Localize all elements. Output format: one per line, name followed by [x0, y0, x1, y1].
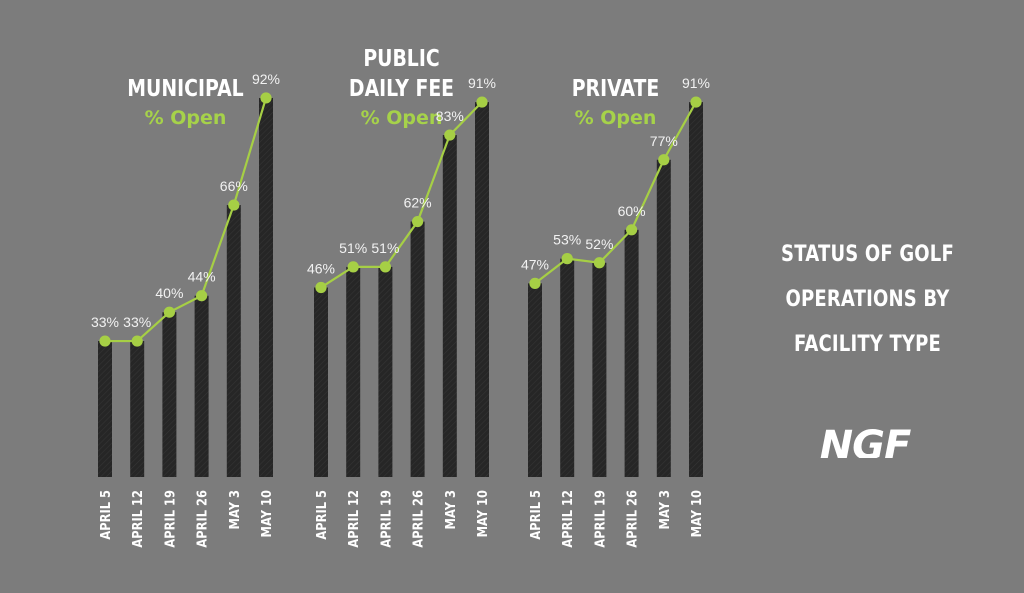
bar — [475, 102, 489, 477]
category-label: APRIL 19 — [377, 490, 393, 548]
panel-title-line: DAILY FEE — [349, 74, 454, 101]
data-point — [347, 261, 359, 273]
trend-line — [534, 101, 697, 285]
category-label: APRIL 26 — [624, 490, 640, 548]
headline: STATUS OF GOLF OPERATIONS BY FACILITY TY… — [775, 232, 960, 367]
bar — [162, 312, 177, 477]
ngf-logo-stripe — [812, 458, 924, 461]
data-label: 62% — [404, 195, 432, 211]
bar — [592, 262, 607, 477]
data-point — [379, 261, 391, 273]
headline-line-2: OPERATIONS BY — [785, 287, 950, 312]
category-label: MAY 10 — [258, 490, 274, 538]
data-label: 83% — [436, 108, 464, 124]
bar — [442, 135, 457, 478]
data-label: 53% — [553, 232, 581, 248]
ngf-logo: NGF — [806, 424, 924, 472]
panel-subtitle: % Open — [361, 107, 443, 129]
data-point — [228, 199, 240, 211]
panel-title-line: PRIVATE — [572, 74, 660, 101]
data-point — [529, 277, 541, 289]
chart-panel-3: PRIVATE % Open 47%53% 52% 60% 77% 91% APRIL 5 AP… — [521, 74, 710, 547]
bar — [226, 205, 241, 477]
panel-title-line: MUNICIPAL — [127, 74, 243, 101]
data-point — [196, 290, 208, 302]
category-label: APRIL 19 — [161, 490, 177, 548]
panel-subtitle: % Open — [575, 107, 657, 129]
data-point — [163, 306, 175, 318]
bar — [689, 102, 703, 477]
bar — [314, 287, 328, 477]
data-point — [315, 281, 327, 294]
data-label: 66% — [220, 178, 248, 194]
data-label: 46% — [307, 260, 335, 276]
data-point — [658, 154, 670, 166]
data-label: 47% — [521, 256, 549, 272]
headline-line-3: FACILITY TYPE — [793, 332, 942, 357]
bar — [378, 266, 393, 477]
headline-line-1: STATUS OF GOLF — [781, 242, 954, 267]
panel-title-line: PUBLIC — [363, 44, 439, 71]
bar — [130, 341, 145, 477]
bar — [346, 266, 361, 477]
bar — [560, 258, 575, 477]
data-point — [131, 335, 143, 347]
data-point — [260, 92, 272, 104]
bar — [624, 229, 639, 477]
category-label: APRIL 26 — [410, 490, 426, 548]
bar — [259, 97, 273, 478]
category-label: APRIL 26 — [194, 490, 210, 548]
category-label: MAY 3 — [656, 490, 672, 529]
category-label: MAY 10 — [688, 490, 704, 538]
category-label: APRIL 5 — [97, 490, 113, 540]
data-point — [690, 96, 702, 108]
panel-subtitle: % Open — [145, 107, 227, 129]
bar — [656, 159, 671, 477]
data-point — [626, 224, 638, 236]
category-label: MAY 10 — [474, 490, 490, 538]
data-point — [412, 215, 424, 228]
data-label: 51% — [371, 240, 399, 256]
data-label: 33% — [91, 314, 119, 330]
data-label: 77% — [650, 133, 678, 149]
data-label: 91% — [682, 75, 710, 91]
bar — [410, 221, 425, 477]
data-label: 52% — [585, 236, 613, 252]
ngf-logo-text: NGF — [819, 423, 912, 469]
data-label: 40% — [155, 285, 183, 301]
category-label: APRIL 5 — [313, 490, 329, 540]
data-label: 60% — [618, 203, 646, 219]
data-point — [444, 129, 456, 141]
category-label: APRIL 12 — [559, 490, 575, 548]
category-label: APRIL 12 — [129, 490, 145, 548]
category-label: MAY 3 — [442, 490, 458, 529]
data-point — [561, 253, 573, 265]
data-point — [99, 335, 111, 347]
category-label: APRIL 5 — [527, 490, 543, 540]
data-label: 51% — [339, 240, 367, 256]
category-label: MAY 3 — [226, 490, 242, 529]
data-point — [476, 96, 488, 108]
category-label: APRIL 19 — [591, 490, 607, 548]
bar — [98, 341, 112, 477]
data-label: 91% — [468, 75, 496, 91]
data-label: 33% — [123, 314, 151, 330]
bar — [194, 295, 209, 477]
data-label: 44% — [188, 269, 216, 285]
bar — [528, 283, 542, 477]
category-label: APRIL 12 — [345, 490, 361, 548]
trend-line — [105, 97, 268, 343]
data-label: 92% — [252, 71, 280, 87]
data-point — [593, 257, 606, 269]
trend-line — [320, 101, 483, 289]
